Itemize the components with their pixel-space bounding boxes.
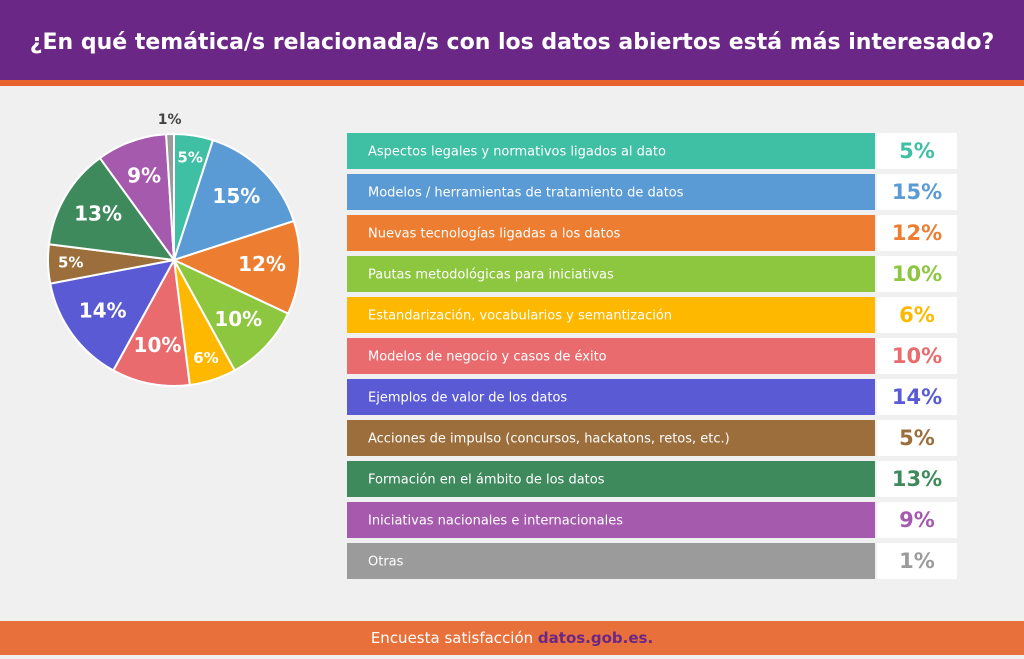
- legend-value: 12%: [892, 221, 942, 245]
- slice-label: 13%: [74, 202, 122, 226]
- slice-label: 10%: [134, 333, 182, 357]
- legend-label: Ejemplos de valor de los datos: [368, 391, 567, 406]
- pie-slice: [49, 258, 176, 372]
- legend-label: Iniciativas nacionales e internacionales: [368, 514, 623, 529]
- legend-value-box: [877, 502, 957, 538]
- legend-value: 5%: [899, 426, 935, 450]
- pie-slice: [47, 156, 177, 262]
- footer: Encuesta satisfacción datos.gob.es.: [371, 629, 653, 647]
- header-bar: [0, 0, 1024, 80]
- legend-value: 10%: [892, 262, 942, 286]
- legend-value-box: [877, 543, 957, 579]
- legend-bar: [347, 502, 875, 538]
- legend-label: Otras: [368, 555, 404, 570]
- legend-label: Aspectos legales y normativos ligados al…: [368, 145, 666, 160]
- legend-bar: [347, 215, 875, 251]
- slice-label: 14%: [79, 298, 127, 322]
- legend-bar: [347, 543, 875, 579]
- legend-value-box: [877, 420, 957, 456]
- slice-label: 5%: [177, 148, 202, 166]
- legend-value-box: [877, 174, 957, 210]
- legend-value-box: [877, 379, 957, 415]
- legend-bar: [347, 297, 875, 333]
- slice-label: 12%: [238, 252, 286, 276]
- pie-slice: [165, 132, 175, 261]
- slice-label: 5%: [58, 254, 83, 272]
- legend-label: Acciones de impulso (concursos, hackaton…: [368, 432, 730, 447]
- legend-label: Formación en el ámbito de los datos: [368, 473, 605, 488]
- slice-label: 15%: [212, 184, 260, 208]
- source-text: Encuesta satisfacción: [371, 629, 533, 647]
- legend-label: Modelos de negocio y casos de éxito: [368, 350, 607, 365]
- pie-slice: [171, 219, 301, 315]
- legend-bar: [347, 379, 875, 415]
- legend-bar: [347, 338, 875, 374]
- legend-value: 9%: [899, 508, 935, 532]
- legend-value: 6%: [899, 303, 935, 327]
- legend-label: Modelos / herramientas de tratamiento de…: [368, 186, 684, 201]
- slice-label: 6%: [193, 349, 218, 367]
- legend-value: 5%: [899, 139, 935, 163]
- legend-bar: [347, 461, 875, 497]
- legend-value-box: [877, 297, 957, 333]
- legend-label: Nuevas tecnologías ligadas a los datos: [368, 227, 621, 242]
- legend-value-box: [877, 338, 957, 374]
- legend-value: 15%: [892, 180, 942, 204]
- slice-label: 1%: [158, 112, 182, 128]
- legend-bar: [347, 133, 875, 169]
- legend-label: Estandarización, vocabularios y semantiz…: [368, 309, 672, 324]
- pie-slice: [111, 256, 191, 387]
- legend-value: 1%: [899, 549, 935, 573]
- slice-label: 9%: [127, 164, 161, 188]
- legend-value-box: [877, 256, 957, 292]
- slice-label: 10%: [214, 307, 262, 331]
- pie-slice: [171, 257, 290, 372]
- legend-value-box: [877, 461, 957, 497]
- legend-bar: [347, 420, 875, 456]
- legend-label: Pautas metodológicas para iniciativas: [368, 268, 614, 283]
- footer-bar: [0, 621, 1024, 655]
- legend-value-box: [877, 133, 957, 169]
- legend-bar: [347, 256, 875, 292]
- legend-value: 13%: [892, 467, 942, 491]
- chart-title: ¿En qué temática/s relacionada/s con los…: [30, 30, 994, 55]
- legend-value-box: [877, 215, 957, 251]
- header-stripe: [0, 80, 1024, 86]
- legend-value: 14%: [892, 385, 942, 409]
- legend-bar: [347, 174, 875, 210]
- source-link: datos.gob.es.: [538, 629, 653, 647]
- legend-value: 10%: [892, 344, 942, 368]
